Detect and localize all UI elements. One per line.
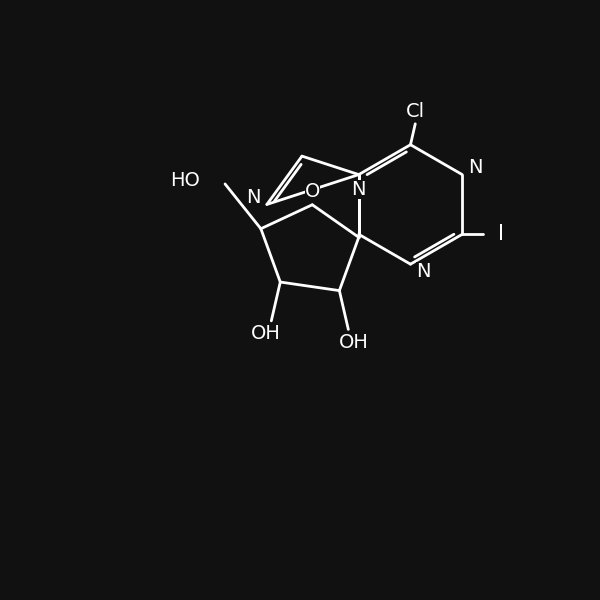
Text: I: I [498, 224, 504, 244]
Text: OH: OH [340, 333, 369, 352]
Text: HO: HO [170, 172, 200, 190]
Text: Cl: Cl [406, 103, 425, 121]
Text: O: O [305, 182, 320, 201]
Text: N: N [468, 158, 482, 177]
Text: N: N [247, 188, 261, 207]
Text: N: N [416, 262, 431, 281]
Text: OH: OH [250, 325, 280, 343]
Text: N: N [352, 180, 366, 199]
